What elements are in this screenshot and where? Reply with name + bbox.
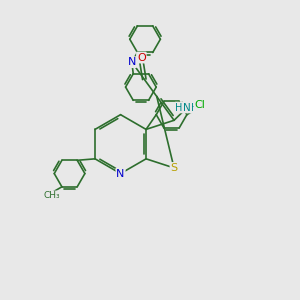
Text: N: N [128,57,136,67]
Text: H: H [176,103,183,112]
Text: N: N [116,169,125,178]
Text: N: N [183,103,191,112]
Text: S: S [170,163,178,173]
Text: CH₃: CH₃ [44,191,60,200]
Text: O: O [137,52,146,62]
Text: H: H [191,103,198,112]
Text: Cl: Cl [194,100,205,110]
